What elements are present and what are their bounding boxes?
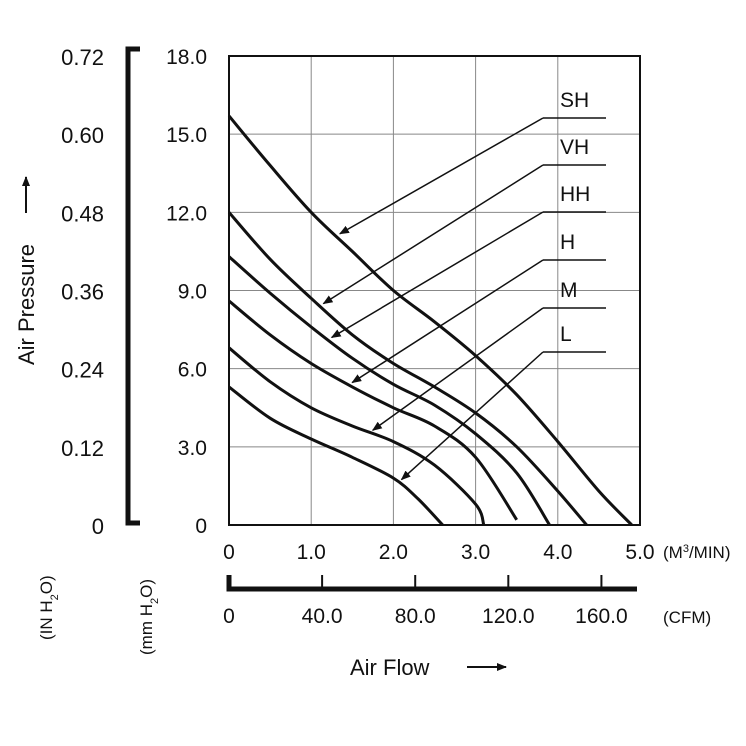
y-tick-mm: 12.0: [166, 202, 207, 225]
y-tick-mm: 15.0: [166, 124, 207, 147]
y-unit-secondary: (IN H2O): [37, 575, 61, 640]
y-tick-mm: 0: [195, 515, 207, 538]
x-tick: 3.0: [461, 541, 490, 564]
x-tick-cfm: 40.0: [302, 605, 343, 628]
x-unit-primary: (M3/MIN): [663, 543, 731, 562]
y-tick-in: 0.36: [61, 280, 104, 305]
series-curve-m: [228, 346, 486, 526]
series-leader-arrow: [322, 164, 544, 305]
y-tick-in: 0: [92, 514, 104, 539]
y-unit-primary: (mm H2O): [137, 579, 161, 655]
series-label-l: L: [560, 323, 572, 346]
x-axis-label: Air Flow: [350, 655, 430, 680]
y-axis-in-bracket: [125, 46, 140, 526]
y-axis-title: Air Pressure: [14, 176, 39, 365]
x-tick-cfm: 0: [223, 605, 235, 628]
y-tick-mm: 3.0: [178, 437, 207, 460]
series-leader-arrow: [330, 211, 544, 339]
x-tick-cfm: 160.0: [575, 605, 628, 628]
plot-frame: [228, 55, 641, 526]
series-curve-h: [228, 299, 518, 521]
series-label-m: M: [560, 279, 578, 302]
x-unit-secondary: (CFM): [663, 608, 711, 627]
y-tick-in: 0.72: [61, 45, 104, 70]
x-ticks-cfm: 0 40.0 80.0 120.0 160.0: [223, 575, 628, 628]
series-leader-arrow: [371, 307, 544, 431]
y-axis-label: Air Pressure: [14, 244, 39, 365]
x-tick-cfm: 120.0: [482, 605, 535, 628]
series-curves: [227, 114, 633, 527]
y-ticks-in: 0 0.12 0.24 0.36 0.48 0.60 0.72: [61, 45, 104, 539]
y-tick-in: 0.60: [61, 123, 104, 148]
y-tick-in: 0.24: [61, 358, 104, 383]
x-tick-cfm: 80.0: [395, 605, 436, 628]
series-label-sh: SH: [560, 89, 589, 112]
y-tick-in: 0.48: [61, 201, 104, 226]
y-ticks-mm: 0 3.0 6.0 9.0 12.0 15.0 18.0: [166, 46, 207, 538]
series-curve-vh: [227, 211, 588, 526]
series-label-h: H: [560, 231, 575, 254]
series-curve-l: [228, 385, 444, 527]
series-leader-arrow: [351, 259, 544, 384]
x-tick: 5.0: [625, 541, 654, 564]
y-tick-in: 0.12: [61, 436, 104, 461]
x-ticks-m3: 0 1.0 2.0 3.0 4.0 5.0: [223, 541, 654, 564]
y-tick-mm: 9.0: [178, 281, 207, 304]
series-leader-arrow: [400, 351, 544, 481]
cfm-axis-bar: [226, 575, 637, 592]
series-label-hh: HH: [560, 183, 590, 206]
series-label-vh: VH: [560, 136, 589, 159]
y-tick-mm: 6.0: [178, 359, 207, 382]
series-curve-hh: [227, 255, 551, 526]
x-tick: 2.0: [379, 541, 408, 564]
x-tick: 1.0: [297, 541, 326, 564]
series-curve-sh: [227, 114, 633, 527]
y-tick-mm: 18.0: [166, 46, 207, 69]
x-tick: 4.0: [543, 541, 572, 564]
plot-grid: [229, 56, 640, 525]
x-tick: 0: [223, 541, 235, 564]
series-leader-arrow: [338, 117, 544, 235]
